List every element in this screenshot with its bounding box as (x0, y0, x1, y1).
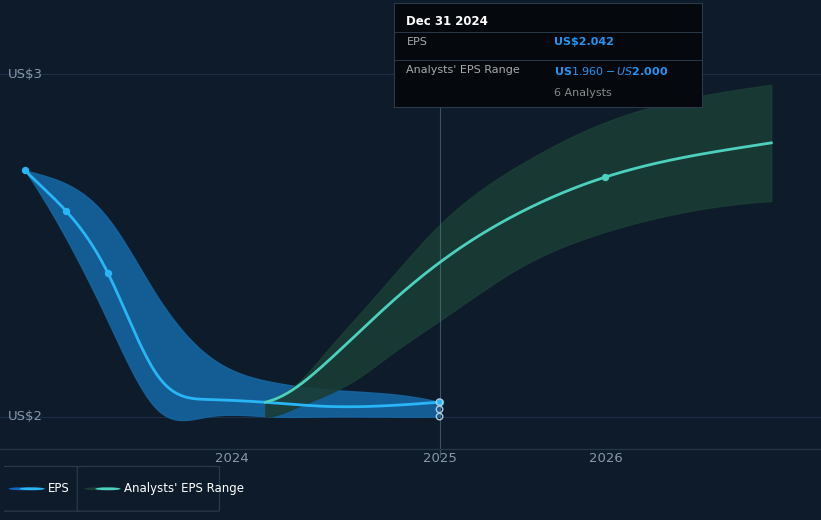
Text: EPS: EPS (48, 483, 70, 495)
Point (433, 412, 446, 421)
Text: US$1.960 - US$2.000: US$1.960 - US$2.000 (554, 65, 668, 77)
Text: US$2: US$2 (8, 410, 44, 423)
Text: Analysts Forecasts: Analysts Forecasts (447, 78, 557, 91)
Text: US$2.042: US$2.042 (554, 37, 614, 47)
Text: 6 Analysts: 6 Analysts (554, 88, 612, 98)
Text: Dec 31 2024: Dec 31 2024 (406, 15, 488, 28)
Text: Actual: Actual (394, 78, 431, 91)
Point (433, 398, 446, 406)
Point (101, 269, 114, 277)
FancyBboxPatch shape (2, 466, 80, 511)
FancyBboxPatch shape (77, 466, 219, 511)
Point (18, 166, 31, 174)
Text: 2024: 2024 (215, 452, 249, 465)
Circle shape (85, 487, 110, 490)
Circle shape (20, 487, 44, 490)
Text: 2025: 2025 (423, 452, 456, 465)
Point (599, 173, 612, 181)
Point (433, 398, 446, 406)
Point (60, 207, 73, 215)
Text: US$3: US$3 (8, 68, 44, 81)
Text: Analysts' EPS Range: Analysts' EPS Range (406, 65, 521, 75)
Point (433, 405, 446, 413)
Text: Analysts' EPS Range: Analysts' EPS Range (124, 483, 244, 495)
Circle shape (95, 487, 121, 490)
Circle shape (8, 487, 34, 490)
Text: EPS: EPS (406, 37, 427, 47)
Text: 2026: 2026 (589, 452, 622, 465)
